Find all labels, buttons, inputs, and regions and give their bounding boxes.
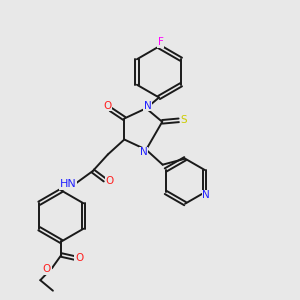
Text: N: N — [140, 147, 148, 157]
Text: F: F — [158, 37, 164, 47]
Text: O: O — [105, 176, 113, 187]
Text: HN: HN — [59, 179, 76, 190]
Text: S: S — [181, 115, 188, 125]
Text: N: N — [144, 101, 152, 111]
Text: O: O — [43, 264, 51, 274]
Text: N: N — [202, 190, 210, 200]
Text: O: O — [103, 101, 111, 111]
Text: O: O — [75, 253, 83, 263]
